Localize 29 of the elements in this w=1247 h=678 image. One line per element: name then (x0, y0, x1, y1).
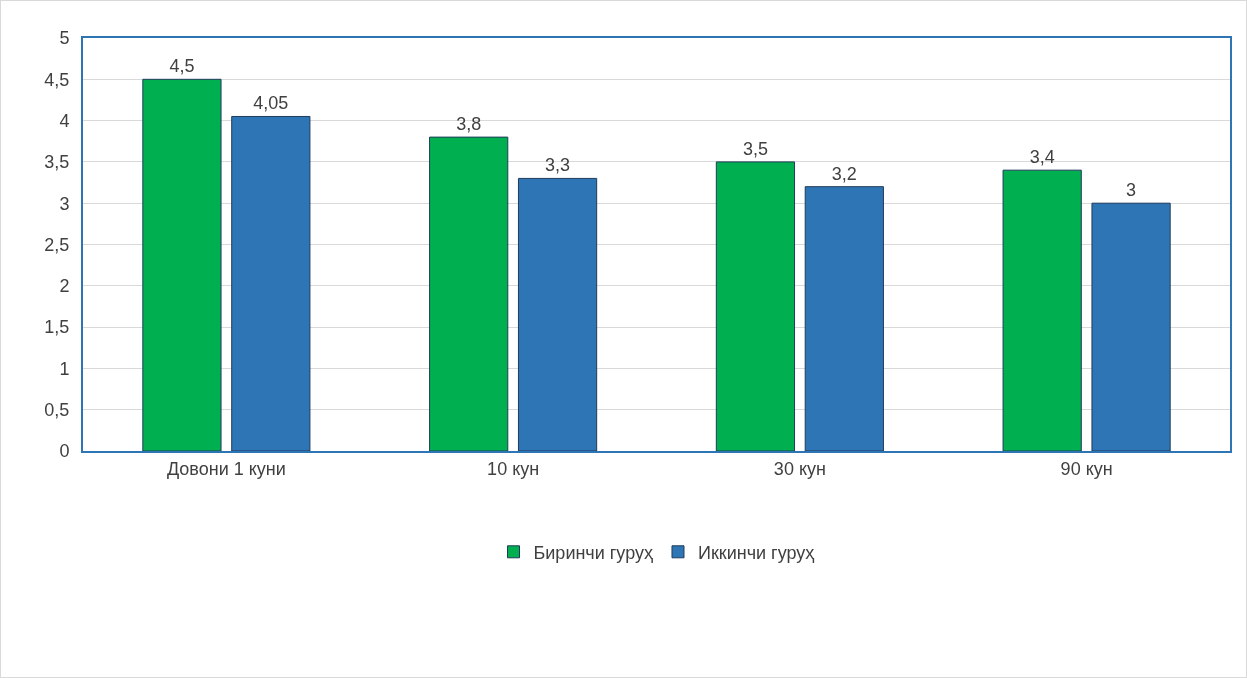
y-tick-label: 2,5 (44, 234, 70, 255)
bar (429, 136, 509, 451)
bar (1002, 169, 1082, 451)
data-label: 4,5 (169, 56, 195, 77)
y-tick-label: 3 (59, 193, 70, 214)
x-tick-label: 30 кун (773, 458, 826, 479)
y-tick-label: 3,5 (44, 152, 70, 173)
y-tick-label: 5 (59, 28, 70, 49)
y-tick-label: 1 (59, 358, 70, 379)
y-tick-label: 0,5 (44, 400, 70, 420)
data-label: 3,5 (742, 138, 768, 159)
y-tick-label: 4 (59, 110, 70, 131)
data-label: 3,8 (456, 114, 482, 135)
data-label: 3,3 (545, 155, 571, 176)
x-tick-label: Довони 1 куни (166, 458, 286, 479)
bar (142, 78, 222, 451)
bar (715, 161, 796, 451)
data-label: 4,05 (253, 93, 289, 114)
x-tick-label: 10 кун (487, 458, 540, 479)
data-label: 3 (1126, 180, 1137, 201)
y-tick-label: 0 (59, 441, 70, 462)
data-label: 3,2 (831, 163, 857, 184)
data-label: 3,4 (1029, 147, 1055, 168)
legend-label: Биринчи гуруҳ (533, 542, 653, 563)
y-tick-label: 2 (59, 276, 70, 297)
x-tick-label: 90 кун (1060, 458, 1113, 479)
y-tick-label: 4,5 (44, 69, 70, 90)
legend-label: Иккинчи гуруҳ (697, 542, 815, 563)
y-tick-label: 1,5 (44, 317, 70, 338)
